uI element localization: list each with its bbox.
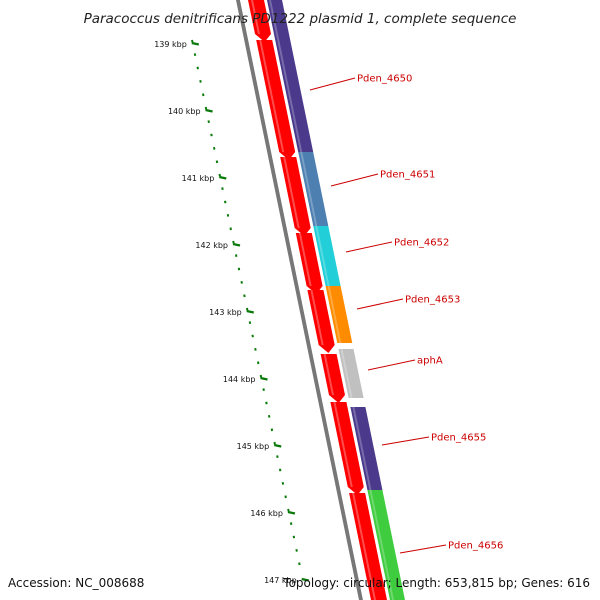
ruler-dot [298, 562, 301, 566]
kbp-tick-mark [205, 108, 213, 113]
gene-leader-line [356, 298, 404, 310]
ruler-dot [262, 388, 265, 392]
gene-segment [267, 0, 314, 152]
gene-leader-line [330, 173, 379, 187]
ruler-dot [289, 522, 293, 526]
kbp-tick-mark [273, 443, 282, 448]
gene-label: Pden_4653 [405, 295, 460, 306]
cds-arrow-shine [283, 157, 300, 228]
ruler-dot [265, 401, 268, 405]
cds-arrow-shine [323, 354, 334, 395]
gene-segment-shine [327, 286, 342, 343]
gene-label: Pden_4656 [448, 541, 503, 552]
gene-segment [350, 407, 383, 490]
ruler-dot [226, 213, 230, 217]
cds-arrow-shine [352, 493, 376, 600]
ruler-dot [234, 254, 238, 258]
gene-segment-shine [300, 152, 318, 226]
ruler-dot [270, 428, 274, 432]
kbp-tick-mark [301, 577, 309, 582]
gene-leader-line [399, 544, 447, 554]
accession-label: Accession: NC_008688 [8, 576, 144, 590]
ruler-dot [240, 280, 243, 284]
kbp-ticks: 139 kbp 140 kbp 141 kbp 142 kbp 143 kbp 144 k… [154, 39, 309, 585]
ruler-dot [199, 79, 202, 83]
ruler-dot [196, 66, 199, 70]
gene-labels: Pden_4650 Pden_4651 Pden_4652 Pden_4653 aphA… [309, 74, 503, 554]
topology-summary: Topology: circular; Length: 653,815 bp; … [282, 576, 590, 590]
gene-segment-shine [340, 349, 353, 398]
gene-label: Pden_4650 [357, 74, 412, 85]
gene-segment [313, 226, 341, 286]
cds-track [248, 0, 387, 600]
kbp-tick-label: 146 kbp [250, 509, 283, 518]
kbp-tick-mark [246, 309, 255, 314]
kbp-tick-label: 140 kbp [168, 107, 201, 116]
ruler-dot [292, 535, 296, 539]
kbp-tick-mark [219, 175, 227, 180]
ruler-dot [237, 267, 241, 271]
gene-segment [298, 152, 329, 226]
backbone-gap [240, 0, 367, 600]
backbone-layer [236, 0, 367, 600]
gene-leader-line [367, 359, 416, 371]
ruler-dot [207, 120, 210, 124]
cds-arrow-shine [251, 0, 260, 34]
gene-segment [325, 286, 353, 343]
kbp-tick-mark [191, 41, 200, 46]
map-title: Paracoccus denitrificans PD1222 plasmid … [84, 11, 517, 27]
gene-leader-line [345, 241, 393, 253]
ruler-dot [215, 160, 219, 164]
ruler-dot [202, 93, 205, 97]
ruler-dot [278, 468, 282, 472]
ruler-dot [221, 187, 224, 191]
ruler-dot [254, 347, 257, 351]
ruler-dot [256, 361, 260, 365]
kbp-tick-mark [232, 242, 241, 247]
kbp-tick-label: 145 kbp [237, 442, 270, 451]
gene-segment-shine [352, 407, 372, 490]
gene-label: Pden_4655 [431, 433, 486, 444]
ruler-dot [223, 200, 227, 204]
kbp-tick-label: 147 kbp [264, 576, 297, 585]
kbp-tick-label: 142 kbp [195, 241, 228, 250]
ruler-dot [243, 294, 246, 298]
ruler-dot [267, 414, 271, 418]
ruler-dot [284, 495, 287, 499]
kbp-tick-label: 141 kbp [182, 174, 215, 183]
gene-segment [338, 349, 364, 398]
gene-leader-line [309, 77, 356, 91]
gene-segment-shine [269, 0, 303, 152]
ruler-dot [295, 548, 298, 552]
ruler-dot [210, 133, 213, 137]
gene-leader-line [381, 436, 430, 446]
gene-label: Pden_4651 [380, 170, 435, 181]
ruler-dot [212, 146, 216, 150]
ruler-dot [251, 334, 254, 338]
ruler-dot [229, 227, 232, 231]
gene-track [267, 0, 405, 600]
kbp-tick-label: 144 kbp [223, 375, 256, 384]
cds-arrow-shine [310, 290, 324, 345]
kbp-tick-mark [260, 376, 268, 381]
cds-arrow-shine [259, 40, 285, 152]
gene-segment-shine [315, 226, 330, 286]
gene-segment [367, 490, 405, 600]
ruler-dot [281, 481, 285, 485]
cds-arrow-shine [333, 402, 353, 487]
backbone-line [236, 0, 363, 600]
gene-label: Pden_4652 [394, 238, 449, 249]
ruler-dot [193, 53, 197, 57]
gene-label: aphA [417, 356, 443, 367]
ruler-dot [276, 455, 279, 459]
kbp-tick-mark [287, 510, 296, 515]
cds-arrow-shine [298, 233, 312, 286]
kbp-tick-label: 143 kbp [209, 308, 242, 317]
kbp-tick-label: 139 kbp [154, 40, 187, 49]
gene-segment-shine [369, 490, 394, 600]
ruler-dot [248, 321, 252, 325]
